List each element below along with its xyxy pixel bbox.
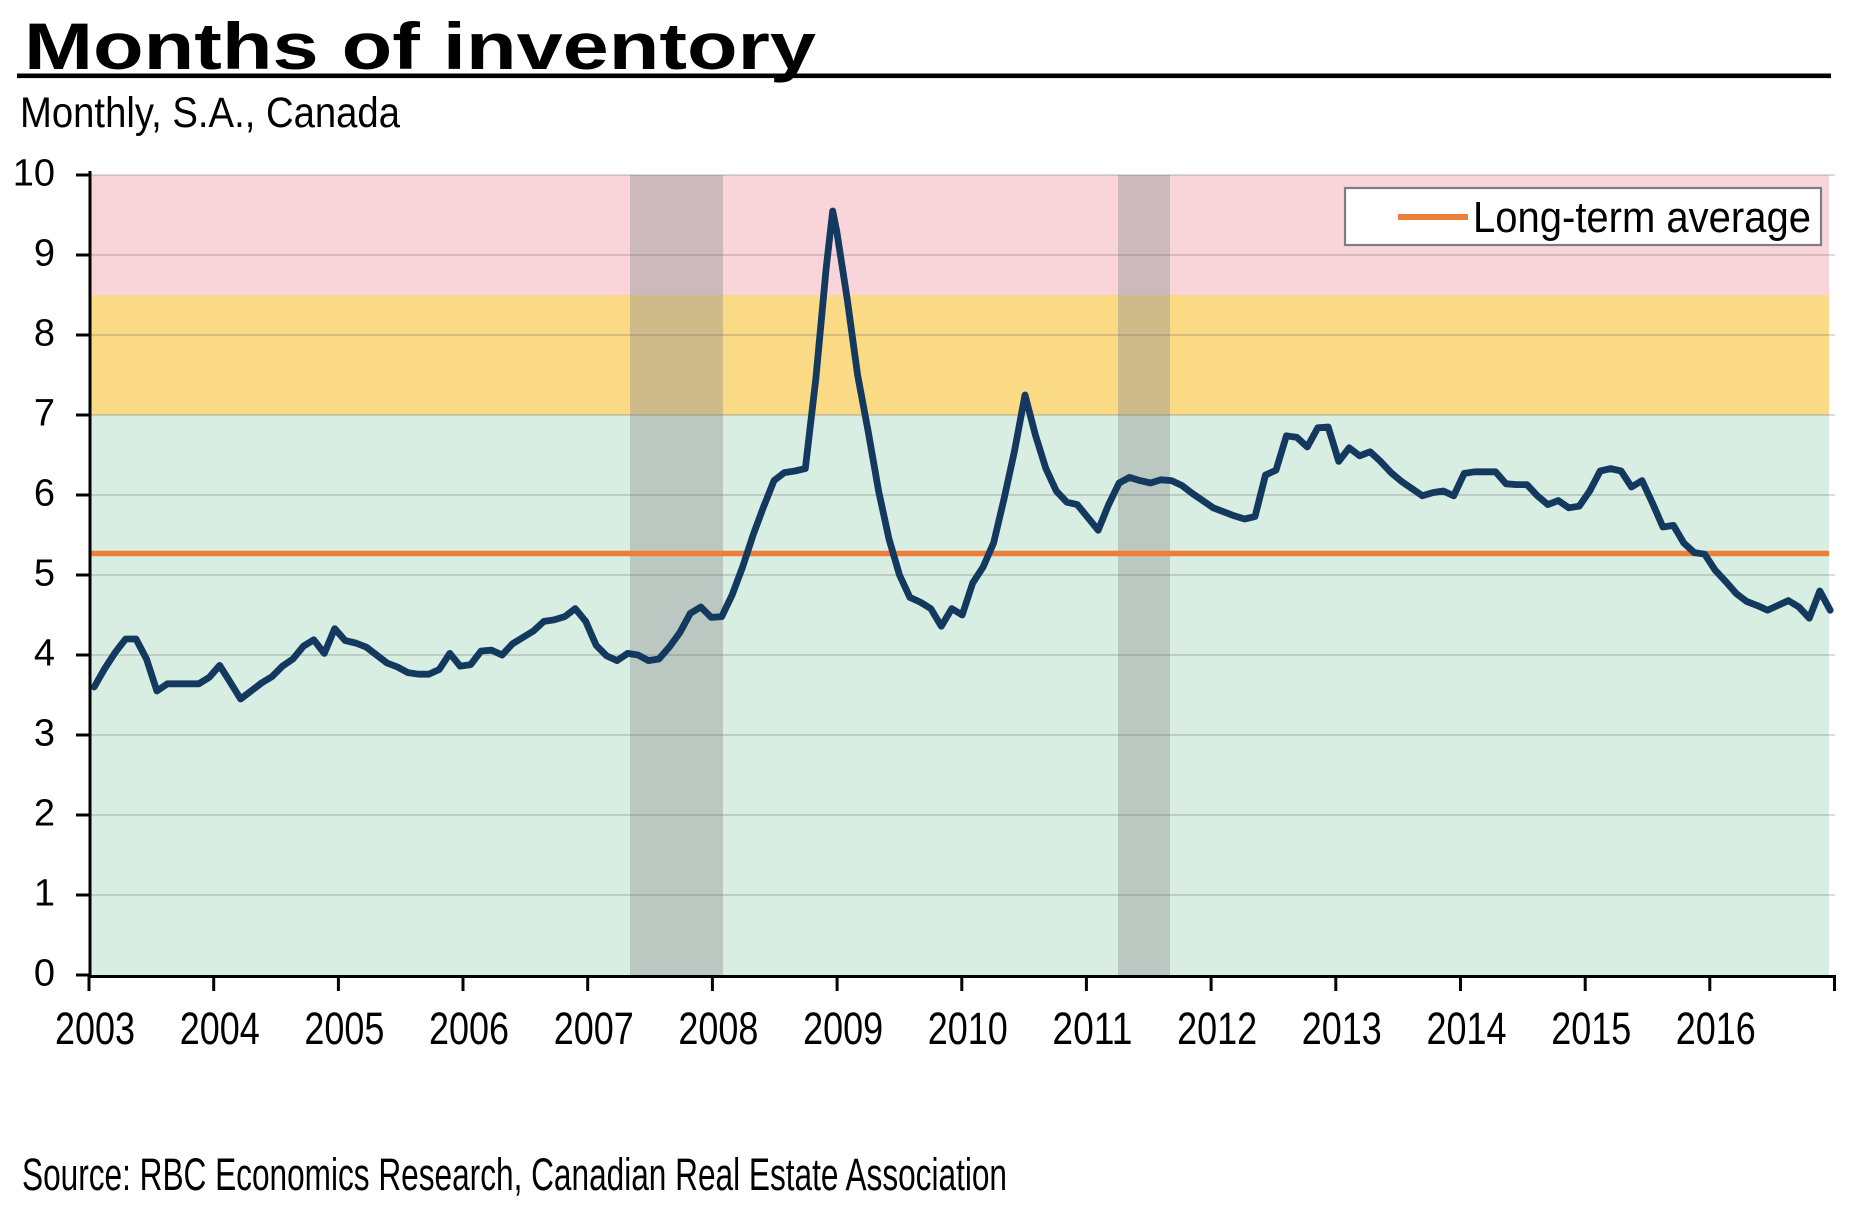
- svg-text:3: 3: [34, 713, 55, 755]
- svg-text:Long-term average: Long-term average: [1473, 193, 1811, 242]
- svg-text:2009: 2009: [803, 1003, 883, 1054]
- svg-text:Monthly, S.A., Canada: Monthly, S.A., Canada: [20, 89, 400, 137]
- svg-text:Source: RBC Economics Researc: Source: RBC Economics Research, Canadian…: [22, 1149, 1007, 1200]
- svg-text:2003: 2003: [55, 1003, 135, 1054]
- svg-text:8: 8: [34, 313, 55, 355]
- svg-text:2006: 2006: [429, 1003, 509, 1054]
- svg-text:4: 4: [34, 633, 55, 675]
- svg-text:2014: 2014: [1427, 1003, 1507, 1054]
- svg-text:1: 1: [34, 873, 55, 915]
- svg-text:2007: 2007: [554, 1003, 634, 1054]
- svg-text:2004: 2004: [180, 1003, 260, 1054]
- svg-text:2010: 2010: [928, 1003, 1008, 1054]
- svg-text:Months of inventory: Months of inventory: [24, 9, 816, 83]
- svg-text:9: 9: [34, 233, 55, 275]
- svg-text:2016: 2016: [1676, 1003, 1756, 1054]
- svg-text:2008: 2008: [678, 1003, 758, 1054]
- svg-text:2012: 2012: [1177, 1003, 1257, 1054]
- svg-text:5: 5: [34, 553, 55, 595]
- svg-text:2005: 2005: [304, 1003, 384, 1054]
- svg-text:2015: 2015: [1551, 1003, 1631, 1054]
- svg-text:2: 2: [34, 793, 55, 835]
- svg-text:7: 7: [34, 393, 55, 435]
- svg-text:6: 6: [34, 473, 55, 515]
- svg-text:2013: 2013: [1302, 1003, 1382, 1054]
- svg-text:0: 0: [34, 953, 55, 995]
- svg-text:10: 10: [13, 153, 55, 195]
- svg-text:2011: 2011: [1052, 1003, 1132, 1054]
